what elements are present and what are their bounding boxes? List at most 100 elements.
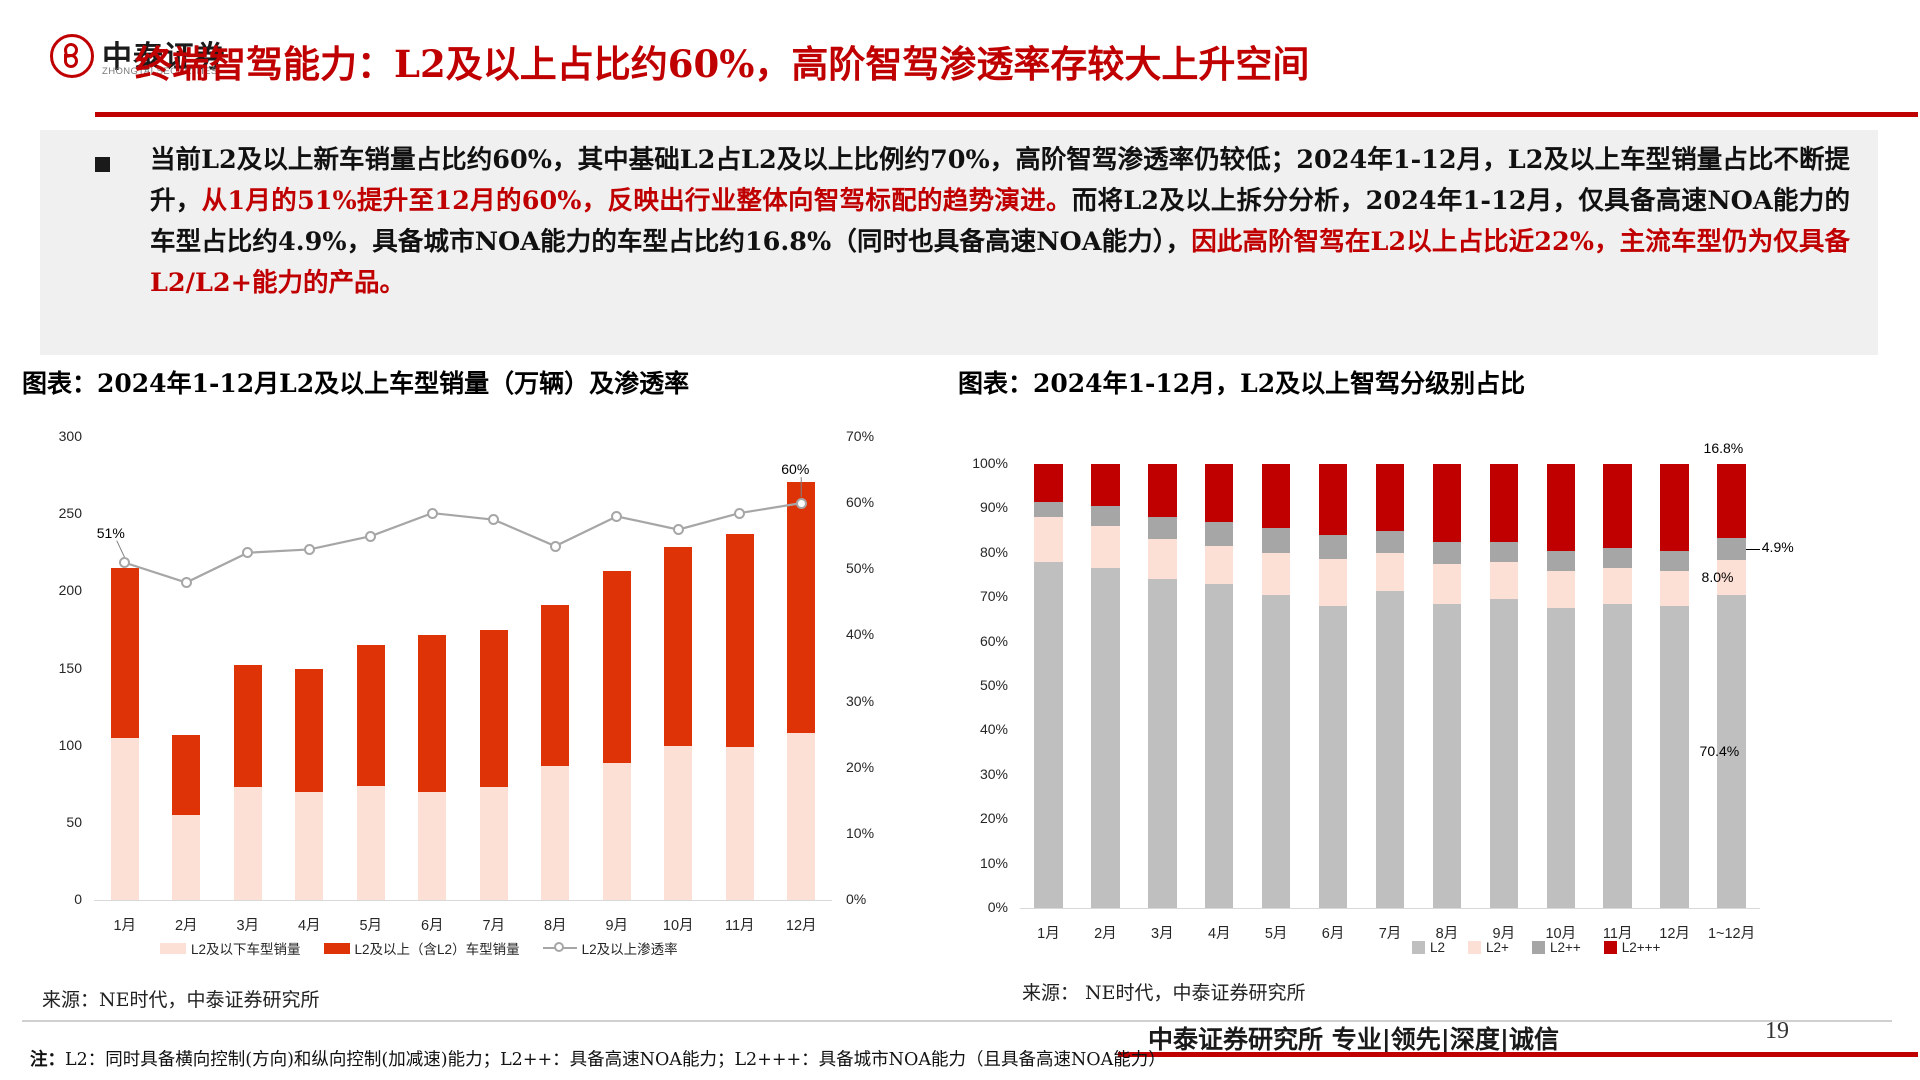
legend-swatch-icon [323, 942, 350, 954]
bar-segment-l2-above [172, 734, 201, 816]
y-axis-right-tick: 60% [846, 494, 875, 511]
stacked-segment-l2 [1261, 594, 1291, 908]
legend-label: L2++ [1549, 940, 1581, 955]
stacked-segment-l2plusplusplus [1091, 464, 1120, 507]
stacked-segment-l2plus [1660, 570, 1689, 607]
stacked-segment-l2plus [1034, 517, 1063, 562]
bar-segment-l2-below [787, 733, 816, 900]
stacked-segment-l2plusplusplus [1261, 464, 1291, 529]
stacked-segment-l2plusplusplus [1318, 464, 1348, 536]
bar-segment-l2-below [233, 787, 262, 900]
annotation-leader-line [1745, 549, 1760, 551]
stacked-segment-l2plus [1318, 559, 1348, 607]
bar-segment-l2-below [295, 791, 324, 900]
y-axis-tick: 0% [987, 899, 1008, 915]
x-axis-category-label: 1月 [1037, 926, 1060, 942]
chart-left-legend: L2及以下车型销量 L2及以上（含L2）车型销量 L2及以上渗透率 [160, 938, 694, 958]
y-axis-left-tick: 200 [58, 582, 82, 599]
y-axis-right-tick: 50% [846, 560, 875, 577]
stacked-segment-l2 [1660, 606, 1689, 908]
legend-item[interactable]: L2+ [1468, 940, 1509, 955]
stacked-segment-l2plusplus [1546, 550, 1575, 571]
x-axis-category-label: 9月 [1492, 926, 1516, 942]
y-axis-left-tick: 150 [58, 659, 82, 676]
y-axis-tick: 100% [972, 455, 1008, 471]
legend-item[interactable]: L2++ [1531, 940, 1581, 955]
line-data-point [365, 530, 377, 542]
y-axis-right-tick: 30% [846, 692, 875, 709]
logo-emblem-icon [50, 34, 94, 78]
bar-segment-l2-above [233, 665, 262, 788]
line-data-point [488, 514, 500, 526]
footer-brand-text: 中泰证券研究所 专业|领先|深度|诚信 [1148, 1025, 1559, 1054]
logo-chinese-name: 中泰证券 [102, 40, 226, 75]
bullet-square-icon [95, 157, 110, 172]
x-axis-category-label: 2月 [1094, 926, 1117, 942]
legend-item[interactable]: L2及以上（含L2）车型销量 [323, 938, 520, 958]
summary-panel: 当前L2及以上新车销量占比约60%，其中基础L2占L2及以上比例约70%，高阶智… [40, 130, 1878, 355]
x-axis-category-label: 10月 [662, 918, 694, 934]
sales-penetration-chart: 0 50 100 150 200 250 300 0% 10% 20% 30% 40% 50% 60% 70… [22, 415, 902, 960]
page-number: 19 [1765, 1018, 1789, 1044]
bar-segment-l2-below [602, 762, 631, 900]
legend-swatch-icon [1531, 941, 1545, 954]
stacked-segment-l2plus [1546, 570, 1575, 609]
stacked-segment-l2plusplusplus [1660, 464, 1689, 551]
legend-item[interactable]: L2 [1412, 940, 1445, 955]
x-axis-category-label: 10月 [1545, 926, 1577, 942]
line-data-point [611, 510, 623, 522]
stacked-segment-l2plus [1489, 561, 1519, 600]
legend-item[interactable]: L2及以上渗透率 [542, 938, 678, 958]
x-axis-category-label: 5月 [1264, 926, 1288, 942]
stacked-segment-l2plusplusplus [1603, 464, 1632, 549]
y-axis-left-tick: 50 [66, 813, 82, 830]
x-axis-line [94, 900, 832, 901]
x-axis-category-label: 1~12月 [1707, 926, 1756, 942]
legend-line-icon [542, 942, 577, 952]
bar-segment-l2-above [479, 629, 508, 788]
bar-segment-l2-above [664, 546, 693, 746]
logo-english-name: ZHONGTAI SECURITIES [102, 66, 218, 77]
stacked-segment-l2plus [1717, 559, 1746, 596]
stacked-segment-l2plusplus [1375, 530, 1405, 553]
bar-segment-l2-below [541, 765, 570, 900]
stacked-segment-l2plusplus [1603, 548, 1632, 569]
annotation-l2plusplus: 4.9% [1761, 539, 1794, 556]
chart-right-heading: 图表：2024年1-12月，L2及以上智驾分级别占比 [958, 369, 1526, 398]
stacked-segment-l2plusplusplus [1034, 464, 1063, 502]
stacked-segment-l2plusplus [1034, 501, 1063, 518]
y-axis-left-tick: 0 [74, 891, 82, 907]
legend-item[interactable]: L2+++ [1603, 940, 1661, 955]
line-data-point [119, 557, 131, 569]
stacked-segment-l2plus [1205, 546, 1234, 584]
summary-seg-3: 而将L2及以上拆分分析，2024年1-12月，仅具备高速NOA能力的车型占比约4… [150, 186, 1850, 257]
x-axis-category-label: 6月 [1321, 926, 1345, 942]
bar-segment-l2-below [664, 745, 693, 900]
stacked-segment-l2 [1432, 603, 1462, 908]
stacked-segment-l2 [1148, 579, 1177, 908]
summary-seg-1: 当前L2及以上新车销量占比约60%，其中基础L2占L2及以上比例约70%，高阶智… [150, 145, 1850, 216]
line-data-point [734, 507, 746, 519]
x-axis-category-label: 9月 [605, 918, 629, 934]
legend-swatch-icon [160, 942, 186, 954]
stacked-segment-l2plusplusplus [1148, 464, 1177, 518]
stacked-segment-l2plusplusplus [1375, 464, 1405, 531]
stacked-segment-l2 [1034, 561, 1063, 908]
stacked-segment-l2plusplusplus [1717, 463, 1746, 539]
bar-segment-l2-below [110, 737, 139, 900]
legend-swatch-icon [1603, 941, 1617, 954]
y-axis-right-tick: 40% [846, 626, 875, 643]
stacked-segment-l2plusplusplus [1205, 464, 1234, 522]
legend-item[interactable]: L2及以下车型销量 [160, 938, 301, 958]
footer-brand: 中泰证券研究所 专业|领先|深度|诚信 [1118, 1018, 1918, 1060]
legend-label: L2+++ [1621, 940, 1661, 955]
y-axis-tick: 60% [979, 632, 1008, 649]
footer-red-bar [1118, 1052, 1918, 1057]
y-axis-tick: 70% [979, 588, 1008, 605]
legend-label: L2及以上渗透率 [581, 942, 678, 957]
x-axis-category-label: 11月 [724, 918, 755, 934]
y-axis-right-tick: 0% [846, 891, 867, 907]
stacked-segment-l2plusplus [1205, 521, 1234, 547]
bar-segment-l2-below [418, 791, 447, 900]
